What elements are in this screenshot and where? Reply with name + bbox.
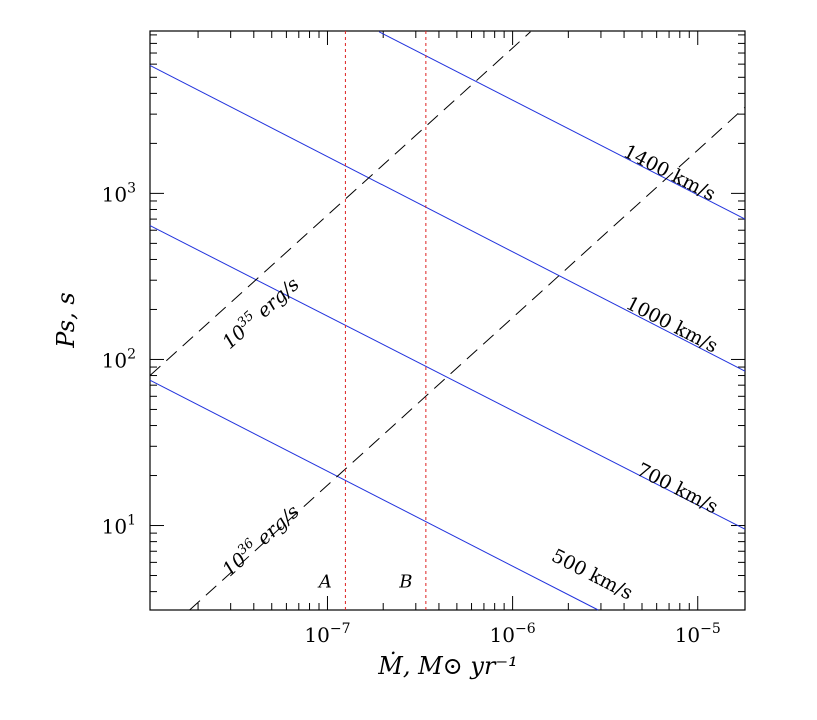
marker-label: A <box>317 572 332 593</box>
series-label: 700 km/s <box>633 459 721 519</box>
series-label: 1400 km/s <box>620 140 719 205</box>
series-layer <box>149 31 746 611</box>
series-line <box>149 31 531 376</box>
series-line <box>149 225 746 530</box>
marker-label: B <box>398 572 412 593</box>
marker-layer <box>344 31 427 610</box>
label-layer: 500 km/s 700 km/s 1000 km/s 1400 km/s 1035 e… <box>217 140 721 605</box>
series-label: 1035 erg/s <box>217 272 304 354</box>
series-line <box>189 106 746 611</box>
x-axis-title: Ṁ, M⊙ yr⁻¹ <box>377 651 517 680</box>
series-label: 500 km/s <box>548 545 636 605</box>
series-line <box>149 64 746 372</box>
series-label: 1036 erg/s <box>217 499 304 581</box>
major-ticks <box>150 31 745 610</box>
y-tick-label: 101 <box>102 513 136 539</box>
minor-ticks <box>150 31 745 610</box>
plot-frame <box>149 30 746 611</box>
y-axis-title: Ps, s <box>52 292 80 348</box>
series-line <box>378 31 746 220</box>
series-label: 1000 km/s <box>622 292 721 357</box>
x-tick-label: 10−7 <box>304 621 350 647</box>
y-tick-label: 103 <box>102 180 136 206</box>
series-line <box>149 379 599 611</box>
x-tick-label: 10−6 <box>490 621 536 647</box>
tick-label-layer: 10−7 10−6 10−5 101 102 103 <box>102 180 721 647</box>
y-tick-label: 102 <box>102 346 136 372</box>
x-tick-label: 10−5 <box>675 621 721 647</box>
